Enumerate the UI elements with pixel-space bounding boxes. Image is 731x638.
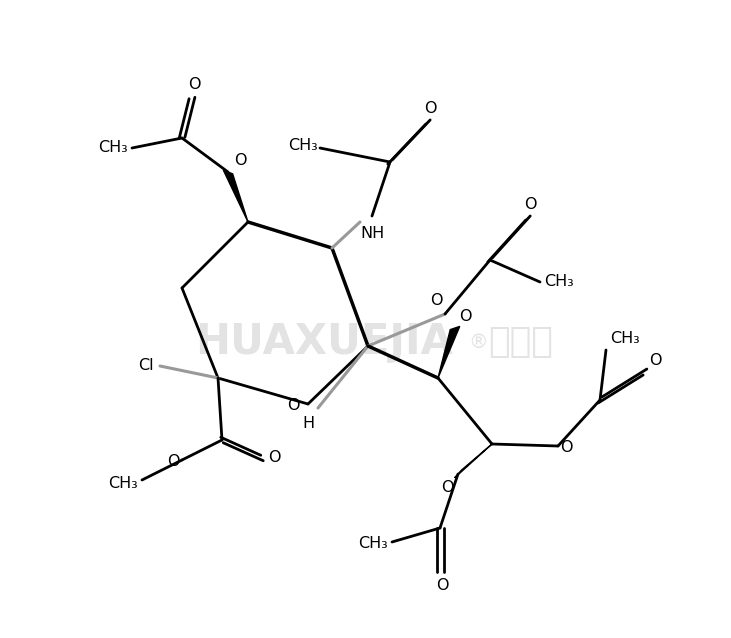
Text: CH₃: CH₃	[108, 477, 138, 491]
Text: CH₃: CH₃	[610, 331, 640, 346]
Text: H: H	[302, 416, 314, 431]
Text: O: O	[649, 353, 662, 368]
Text: CH₃: CH₃	[358, 537, 388, 551]
Polygon shape	[455, 444, 492, 478]
Text: CH₃: CH₃	[288, 138, 318, 154]
Text: HUAXUEJIA: HUAXUEJIA	[195, 321, 453, 363]
Polygon shape	[438, 327, 460, 378]
Text: O: O	[431, 293, 443, 308]
Text: O: O	[424, 101, 436, 116]
Text: O: O	[560, 440, 572, 456]
Text: 化学加: 化学加	[488, 325, 553, 359]
Text: O: O	[459, 309, 471, 324]
Text: O: O	[436, 578, 448, 593]
Text: Cl: Cl	[138, 359, 154, 373]
Text: CH₃: CH₃	[98, 140, 128, 156]
Text: O: O	[234, 153, 246, 168]
Text: CH₃: CH₃	[544, 274, 574, 290]
Text: O: O	[442, 480, 454, 495]
Text: NH: NH	[360, 226, 385, 241]
Text: ®: ®	[468, 332, 488, 352]
Text: O: O	[167, 454, 180, 470]
Text: O: O	[523, 197, 537, 212]
Text: O: O	[268, 450, 281, 466]
Text: O: O	[287, 399, 300, 413]
Text: O: O	[188, 77, 200, 92]
Polygon shape	[224, 170, 248, 222]
